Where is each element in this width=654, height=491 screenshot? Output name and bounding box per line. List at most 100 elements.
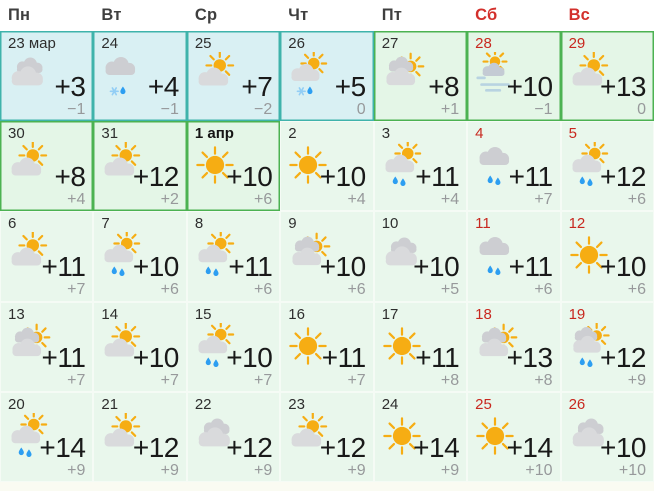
day-temp-max: +12 xyxy=(132,431,180,463)
day-cell-3[interactable]: 3 +11 +4 xyxy=(373,121,468,212)
day-cell-16[interactable]: 16 +11 +7 xyxy=(280,301,374,392)
day-temp-min: 0 xyxy=(356,101,366,118)
day-cell-24[interactable]: 24 +14 +9 xyxy=(373,391,468,482)
day-cell-17[interactable]: 17 +11 +8 xyxy=(373,301,468,392)
day-cell-23-мар[interactable]: 23 мар +3 −1 xyxy=(0,31,94,122)
day-temp-max: +4 xyxy=(147,71,179,102)
day-cell-9[interactable]: 9 +10 +6 xyxy=(280,211,374,302)
day-temp-max: +11 xyxy=(41,251,86,283)
day-temp-max: +5 xyxy=(334,71,366,102)
day-temp-max: +10 xyxy=(132,341,180,373)
day-number: 28 xyxy=(475,35,492,52)
sun-cloud-icon xyxy=(5,142,51,188)
day-cell-8[interactable]: 8 +11 +6 xyxy=(186,211,281,302)
sun-cloud-rain-icon xyxy=(98,232,144,278)
day-cell-18[interactable]: 18 +13 +8 xyxy=(467,301,561,392)
day-temp-max: +11 xyxy=(415,341,460,373)
day-temp-max: +12 xyxy=(132,161,180,193)
day-cell-15[interactable]: 15 +10 +7 xyxy=(186,301,281,392)
day-number: 27 xyxy=(381,35,399,52)
day-number: 9 xyxy=(288,215,297,233)
day-temp-min: −1 xyxy=(160,101,179,118)
day-cell-5[interactable]: 5 +12 +6 xyxy=(560,121,654,212)
day-cell-28[interactable]: 28 +10 −1 xyxy=(467,31,561,122)
day-cell-30[interactable]: 30 +8 +4 xyxy=(0,121,94,212)
sun-clouds-icon xyxy=(5,323,51,369)
day-cell-21[interactable]: 21 +12 +9 xyxy=(93,391,187,482)
day-cell-26[interactable]: 26 +5 0 xyxy=(280,31,374,122)
day-cell-6[interactable]: 6 +11 +7 xyxy=(0,211,94,302)
day-temp-min: −2 xyxy=(254,101,273,118)
day-cell-25[interactable]: 25 +14 +10 xyxy=(467,391,561,482)
sunny-icon xyxy=(285,142,331,188)
day-temp-min: −1 xyxy=(67,101,86,118)
day-cell-27[interactable]: 27 +8 +1 xyxy=(373,31,468,122)
day-cell-22[interactable]: 22 +12 +9 xyxy=(186,391,281,482)
day-number: 25 xyxy=(194,35,212,52)
cloud-sleet-icon xyxy=(98,52,144,98)
day-number: 23 мар xyxy=(8,35,56,52)
day-cell-12[interactable]: 12 +10 +6 xyxy=(560,211,654,302)
day-cell-11[interactable]: 11 +11 +6 xyxy=(467,211,561,302)
day-temp-min: +4 xyxy=(67,191,86,209)
day-temp-min: +7 xyxy=(67,371,86,389)
day-temp-max: +10 xyxy=(226,341,273,373)
day-temp-min: +7 xyxy=(347,371,366,389)
day-cell-10[interactable]: 10 +10 +5 xyxy=(373,211,468,302)
day-cell-23[interactable]: 23 +12 +9 xyxy=(280,391,374,482)
day-cell-2[interactable]: 2 +10 +4 xyxy=(280,121,374,212)
day-cell-7[interactable]: 7 +10 +6 xyxy=(93,211,187,302)
day-temp-min: +4 xyxy=(440,191,460,209)
weekday-label-3: Чт xyxy=(288,6,309,24)
day-temp-max: +11 xyxy=(508,251,553,283)
day-number: 26 xyxy=(568,395,586,413)
bottom-strip xyxy=(0,481,654,491)
day-cell-31[interactable]: 31 +12 +2 xyxy=(93,121,187,212)
day-temp-max: +10 xyxy=(600,431,647,463)
sun-cloud-icon xyxy=(98,322,144,369)
day-temp-min: +5 xyxy=(440,281,460,299)
day-temp-max: +11 xyxy=(415,161,460,193)
sun-cloud-icon xyxy=(192,52,238,98)
sun-cloud-sleet-icon xyxy=(285,52,331,98)
day-number: 10 xyxy=(381,215,399,233)
day-temp-min: +8 xyxy=(534,371,553,389)
day-temp-max: +14 xyxy=(506,431,554,463)
day-cell-1-апр[interactable]: 1 апр +10 +6 xyxy=(186,121,281,212)
day-number: 1 апр xyxy=(194,125,234,143)
day-temp-max: +10 xyxy=(319,161,367,193)
day-temp-min: 0 xyxy=(637,101,646,118)
day-number: 4 xyxy=(475,125,484,143)
sunny-icon xyxy=(379,323,425,369)
day-cell-24[interactable]: 24 +4 −1 xyxy=(93,31,187,122)
sun-cloud-rain-icon xyxy=(379,142,425,188)
day-temp-min: +6 xyxy=(160,281,179,299)
weekday-label-2: Ср xyxy=(194,6,218,24)
day-cell-13[interactable]: 13 +11 +7 xyxy=(0,301,94,392)
sunny-icon xyxy=(192,142,238,188)
sun-cloud-rain-icon xyxy=(192,322,238,369)
fog-sun-icon xyxy=(472,52,518,98)
day-number: 23 xyxy=(288,395,305,413)
day-cell-19[interactable]: 19 +12 +9 xyxy=(560,301,654,392)
day-number: 26 xyxy=(288,35,305,52)
day-number: 20 xyxy=(8,395,25,413)
day-number: 22 xyxy=(194,395,212,413)
sun-clouds-icon xyxy=(472,323,518,369)
day-cell-4[interactable]: 4 +11 +7 xyxy=(467,121,561,212)
day-temp-max: +10 xyxy=(600,251,647,283)
day-cell-26[interactable]: 26 +10 +10 xyxy=(560,391,654,482)
sun-cloud-rain-icon xyxy=(566,142,612,188)
day-cell-29[interactable]: 29 +13 0 xyxy=(560,31,654,122)
sun-cloud-rain-icon xyxy=(5,412,51,459)
day-number: 7 xyxy=(101,215,110,233)
day-cell-25[interactable]: 25 +7 −2 xyxy=(186,31,281,122)
day-cell-20[interactable]: 20 +14 +9 xyxy=(0,391,94,482)
day-number: 11 xyxy=(475,215,491,233)
day-number: 31 xyxy=(101,125,119,143)
day-cell-14[interactable]: 14 +10 +7 xyxy=(93,301,187,392)
day-temp-min: +7 xyxy=(67,281,86,299)
day-number: 14 xyxy=(101,305,119,323)
day-temp-min: +9 xyxy=(160,461,179,479)
